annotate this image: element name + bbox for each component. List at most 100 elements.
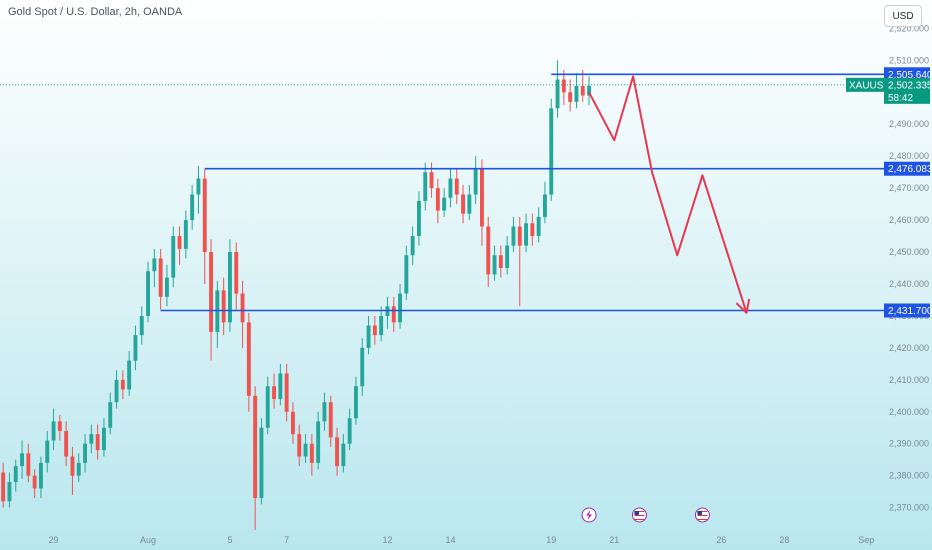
candle-body (454, 178, 459, 195)
x-tick-label: 7 (284, 535, 289, 545)
candle-body (164, 277, 169, 297)
x-tick-label: 26 (716, 535, 726, 545)
candle-body (83, 443, 88, 463)
candle-body (76, 462, 81, 476)
candle-body (45, 440, 50, 463)
candle-body (290, 411, 295, 435)
y-tick-label: 2,510.000 (889, 55, 929, 65)
us-flag-icon[interactable] (694, 507, 710, 523)
candle-body (316, 421, 321, 463)
level-price-tag: 2,476.083 (884, 161, 932, 176)
candle-body (366, 325, 371, 348)
candle-body (505, 245, 510, 269)
level-price-tag: 2,431.700 (884, 303, 932, 318)
candle-body (398, 293, 403, 323)
candle-body (517, 226, 522, 246)
candle-body (190, 194, 195, 221)
y-tick-label: 2,380.000 (889, 471, 929, 481)
candle-body (328, 402, 333, 438)
candle-body (542, 194, 547, 217)
candle-body (416, 200, 421, 237)
candle-body (561, 79, 566, 93)
candle-body (253, 395, 258, 499)
candle-body (51, 421, 56, 441)
candle-body (448, 178, 453, 198)
svg-text:2,431.700: 2,431.700 (888, 306, 932, 317)
candle-body (498, 255, 503, 269)
candle-body (152, 258, 157, 272)
candle-body (587, 85, 592, 96)
candle-body (246, 322, 251, 396)
candle-body (429, 172, 434, 189)
candle-body (555, 79, 560, 109)
candle-body (536, 216, 541, 237)
candle-body (202, 178, 207, 253)
candle-body (32, 475, 37, 489)
y-tick-label: 2,460.000 (889, 215, 929, 225)
level-lines[interactable]: 2,505.640 2,476.083 2,431.700 (160, 67, 932, 318)
candle-body (284, 373, 289, 412)
candle-body (461, 194, 466, 214)
us-flag-icon[interactable] (631, 507, 647, 523)
candle-body (259, 427, 264, 499)
x-tick-label: 12 (382, 535, 392, 545)
candle-body (114, 379, 119, 403)
candle-body (177, 236, 182, 249)
symbol-tag: XAUUSD (846, 77, 891, 92)
candle-body (580, 85, 585, 96)
candle-body (139, 315, 144, 336)
candle-body (7, 482, 12, 502)
candle-body (360, 347, 365, 387)
candle-body (322, 402, 327, 422)
candle-body (568, 92, 573, 102)
candle-body (473, 168, 478, 195)
candle-body (278, 373, 283, 400)
projection-line (588, 75, 748, 314)
projection-arrowhead (735, 298, 751, 314)
candle-body (530, 223, 535, 237)
current-price-tag: 2,502.335 58:42 (884, 77, 932, 104)
candle-body (221, 290, 226, 323)
candle-body (297, 434, 302, 457)
candle-body (1, 472, 6, 502)
candle-body (391, 306, 396, 323)
y-tick-label: 2,480.000 (889, 151, 929, 161)
candle-body (309, 443, 314, 463)
candle-body (372, 325, 377, 336)
candle-body (347, 418, 352, 444)
symbol-title[interactable]: Gold Spot / U.S. Dollar, 2h, OANDA (8, 6, 183, 18)
candle-body (101, 427, 106, 451)
candle-body (549, 108, 554, 195)
candle-body (467, 194, 472, 214)
candle-body (272, 386, 277, 400)
x-tick-label: 19 (546, 535, 556, 545)
candle-body (303, 443, 308, 457)
candle-body (227, 252, 232, 323)
candle-body (435, 188, 440, 211)
lightning-icon[interactable] (581, 507, 597, 523)
y-tick-label: 2,410.000 (889, 375, 929, 385)
candle-body (234, 252, 239, 294)
x-tick-label: 28 (779, 535, 789, 545)
candle-body (479, 168, 484, 227)
x-axis[interactable]: 29 Aug 5 7 12 14 19 21 26 28 Sep (49, 535, 875, 545)
candle-body (341, 443, 346, 467)
y-tick-label: 2,440.000 (889, 279, 929, 289)
y-tick-label: 2,490.000 (889, 119, 929, 129)
candle-body (120, 379, 125, 390)
candle-body (26, 453, 31, 476)
x-tick-label: 14 (445, 535, 455, 545)
candle-body (133, 335, 138, 361)
candle-body (574, 85, 579, 102)
y-tick-label: 2,420.000 (889, 343, 929, 353)
candle-body (20, 453, 25, 467)
candle-body (95, 434, 100, 451)
event-markers[interactable] (581, 507, 710, 523)
candle-body (108, 402, 113, 428)
level-price-tag: 2,505.640 (884, 67, 932, 82)
candle-body (196, 178, 201, 195)
currency-button[interactable]: USD (884, 5, 922, 27)
candle-body (353, 386, 358, 419)
